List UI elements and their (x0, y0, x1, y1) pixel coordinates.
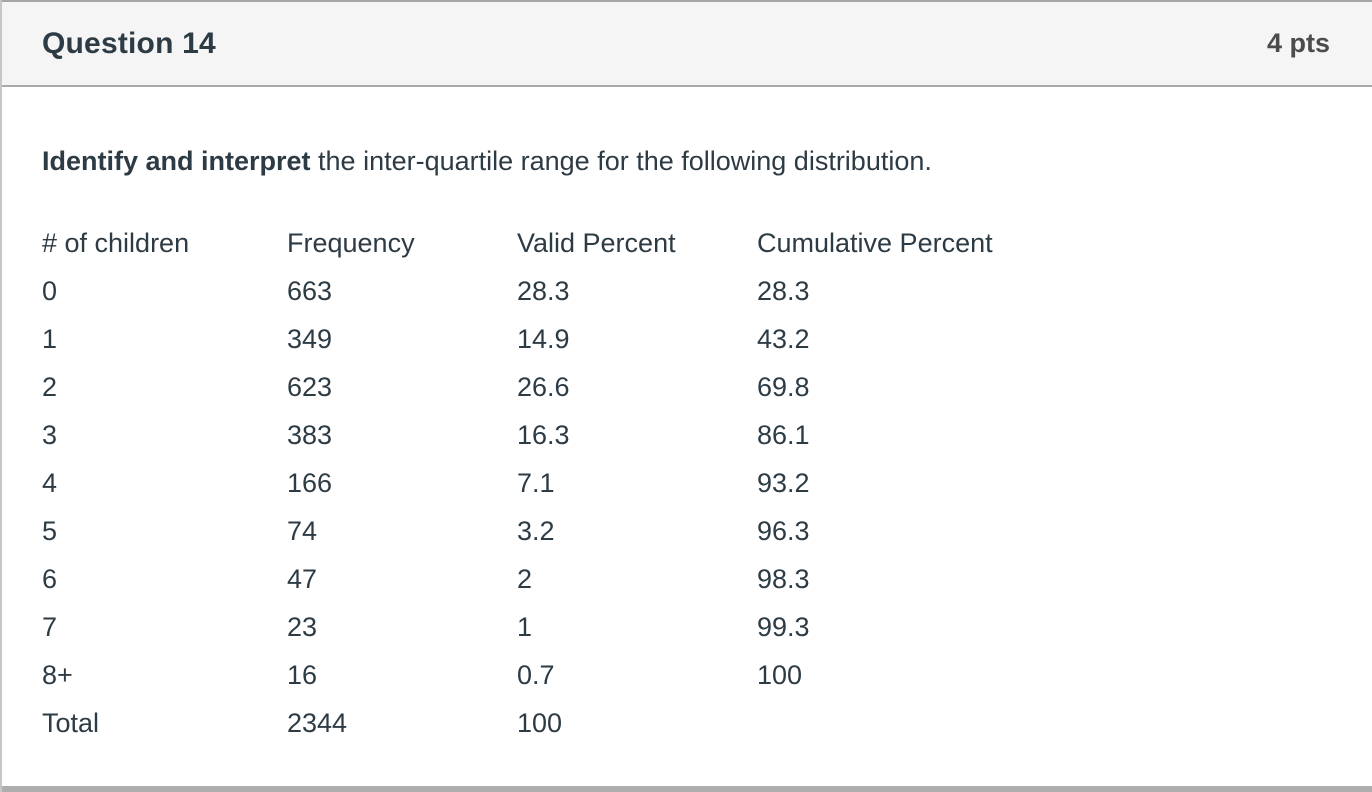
table-cell: 14.9 (517, 324, 570, 354)
table-row: 4 166 7.1 93.2 (42, 459, 1372, 507)
table-row: 6 47 2 98.3 (42, 555, 1372, 603)
table-cell: 0 (42, 276, 58, 306)
table-cell: 47 (287, 564, 318, 594)
table-cell: 99.3 (757, 612, 810, 642)
table-cell: 98.3 (757, 564, 810, 594)
distribution-table: # of children Frequency Valid Percent Cu… (42, 219, 1372, 747)
question-header: Question 14 4 pts (2, 0, 1372, 87)
table-cell: 3 (42, 420, 58, 450)
table-cell: 663 (287, 276, 333, 306)
table-cell: 86.1 (757, 420, 810, 450)
table-cell: 28.3 (757, 276, 810, 306)
table-cell: 43.2 (757, 324, 810, 354)
table-cell: 7 (42, 612, 58, 642)
question-title: Question 14 (42, 26, 216, 60)
question-body: Identify and interpret the inter-quartil… (2, 87, 1372, 792)
table-row: 5 74 3.2 96.3 (42, 507, 1372, 555)
table-cell: 100 (517, 708, 563, 738)
table-cell: 8+ (42, 660, 73, 690)
column-header-valid-percent: Valid Percent (517, 228, 676, 258)
column-header-cumulative-percent: Cumulative Percent (757, 228, 993, 258)
column-header-children: # of children (42, 228, 190, 258)
table-cell: 166 (287, 468, 333, 498)
table-cell: 100 (757, 660, 803, 690)
table-row: 8+ 16 0.7 100 (42, 651, 1372, 699)
table-row: 3 383 16.3 86.1 (42, 411, 1372, 459)
table-cell: 16.3 (517, 420, 570, 450)
table-cell: 74 (287, 516, 318, 546)
table-cell: 93.2 (757, 468, 810, 498)
table-cell: 349 (287, 324, 333, 354)
table-cell: 383 (287, 420, 333, 450)
column-header-frequency: Frequency (287, 228, 415, 258)
table-cell: 2344 (287, 708, 348, 738)
bottom-divider (2, 786, 1372, 792)
table-cell: 5 (42, 516, 58, 546)
table-header-row: # of children Frequency Valid Percent Cu… (42, 219, 1372, 267)
table-cell: Total (42, 708, 100, 738)
table-row: 0 663 28.3 28.3 (42, 267, 1372, 315)
prompt-rest-text: the inter-quartile range for the followi… (310, 146, 932, 176)
table-cell: 28.3 (517, 276, 570, 306)
table-cell: 26.6 (517, 372, 570, 402)
table-cell: 0.7 (517, 660, 555, 690)
table-row: Total 2344 100 (42, 699, 1372, 747)
table-cell: 7.1 (517, 468, 555, 498)
prompt-bold-text: Identify and interpret (42, 146, 311, 176)
table-cell (757, 699, 1372, 747)
table-row: 2 623 26.6 69.8 (42, 363, 1372, 411)
table-cell: 3.2 (517, 516, 555, 546)
question-points: 4 pts (1266, 28, 1330, 58)
table-rows: 0 663 28.3 28.3 1 349 14.9 43.2 2 623 26.6 69.8 3 383… (42, 267, 1372, 747)
table-cell: 69.8 (757, 372, 810, 402)
table-cell: 2 (42, 372, 58, 402)
table-cell: 1 (42, 324, 58, 354)
table-cell: 16 (287, 660, 318, 690)
table-cell: 623 (287, 372, 333, 402)
table-cell: 23 (287, 612, 318, 642)
table-cell: 2 (517, 564, 533, 594)
table-cell: 4 (42, 468, 58, 498)
table-row: 1 349 14.9 43.2 (42, 315, 1372, 363)
question-prompt: Identify and interpret the inter-quartil… (42, 143, 1372, 179)
table-row: 7 23 1 99.3 (42, 603, 1372, 651)
table-cell: 6 (42, 564, 58, 594)
table-cell: 96.3 (757, 516, 810, 546)
table-cell: 1 (517, 612, 533, 642)
